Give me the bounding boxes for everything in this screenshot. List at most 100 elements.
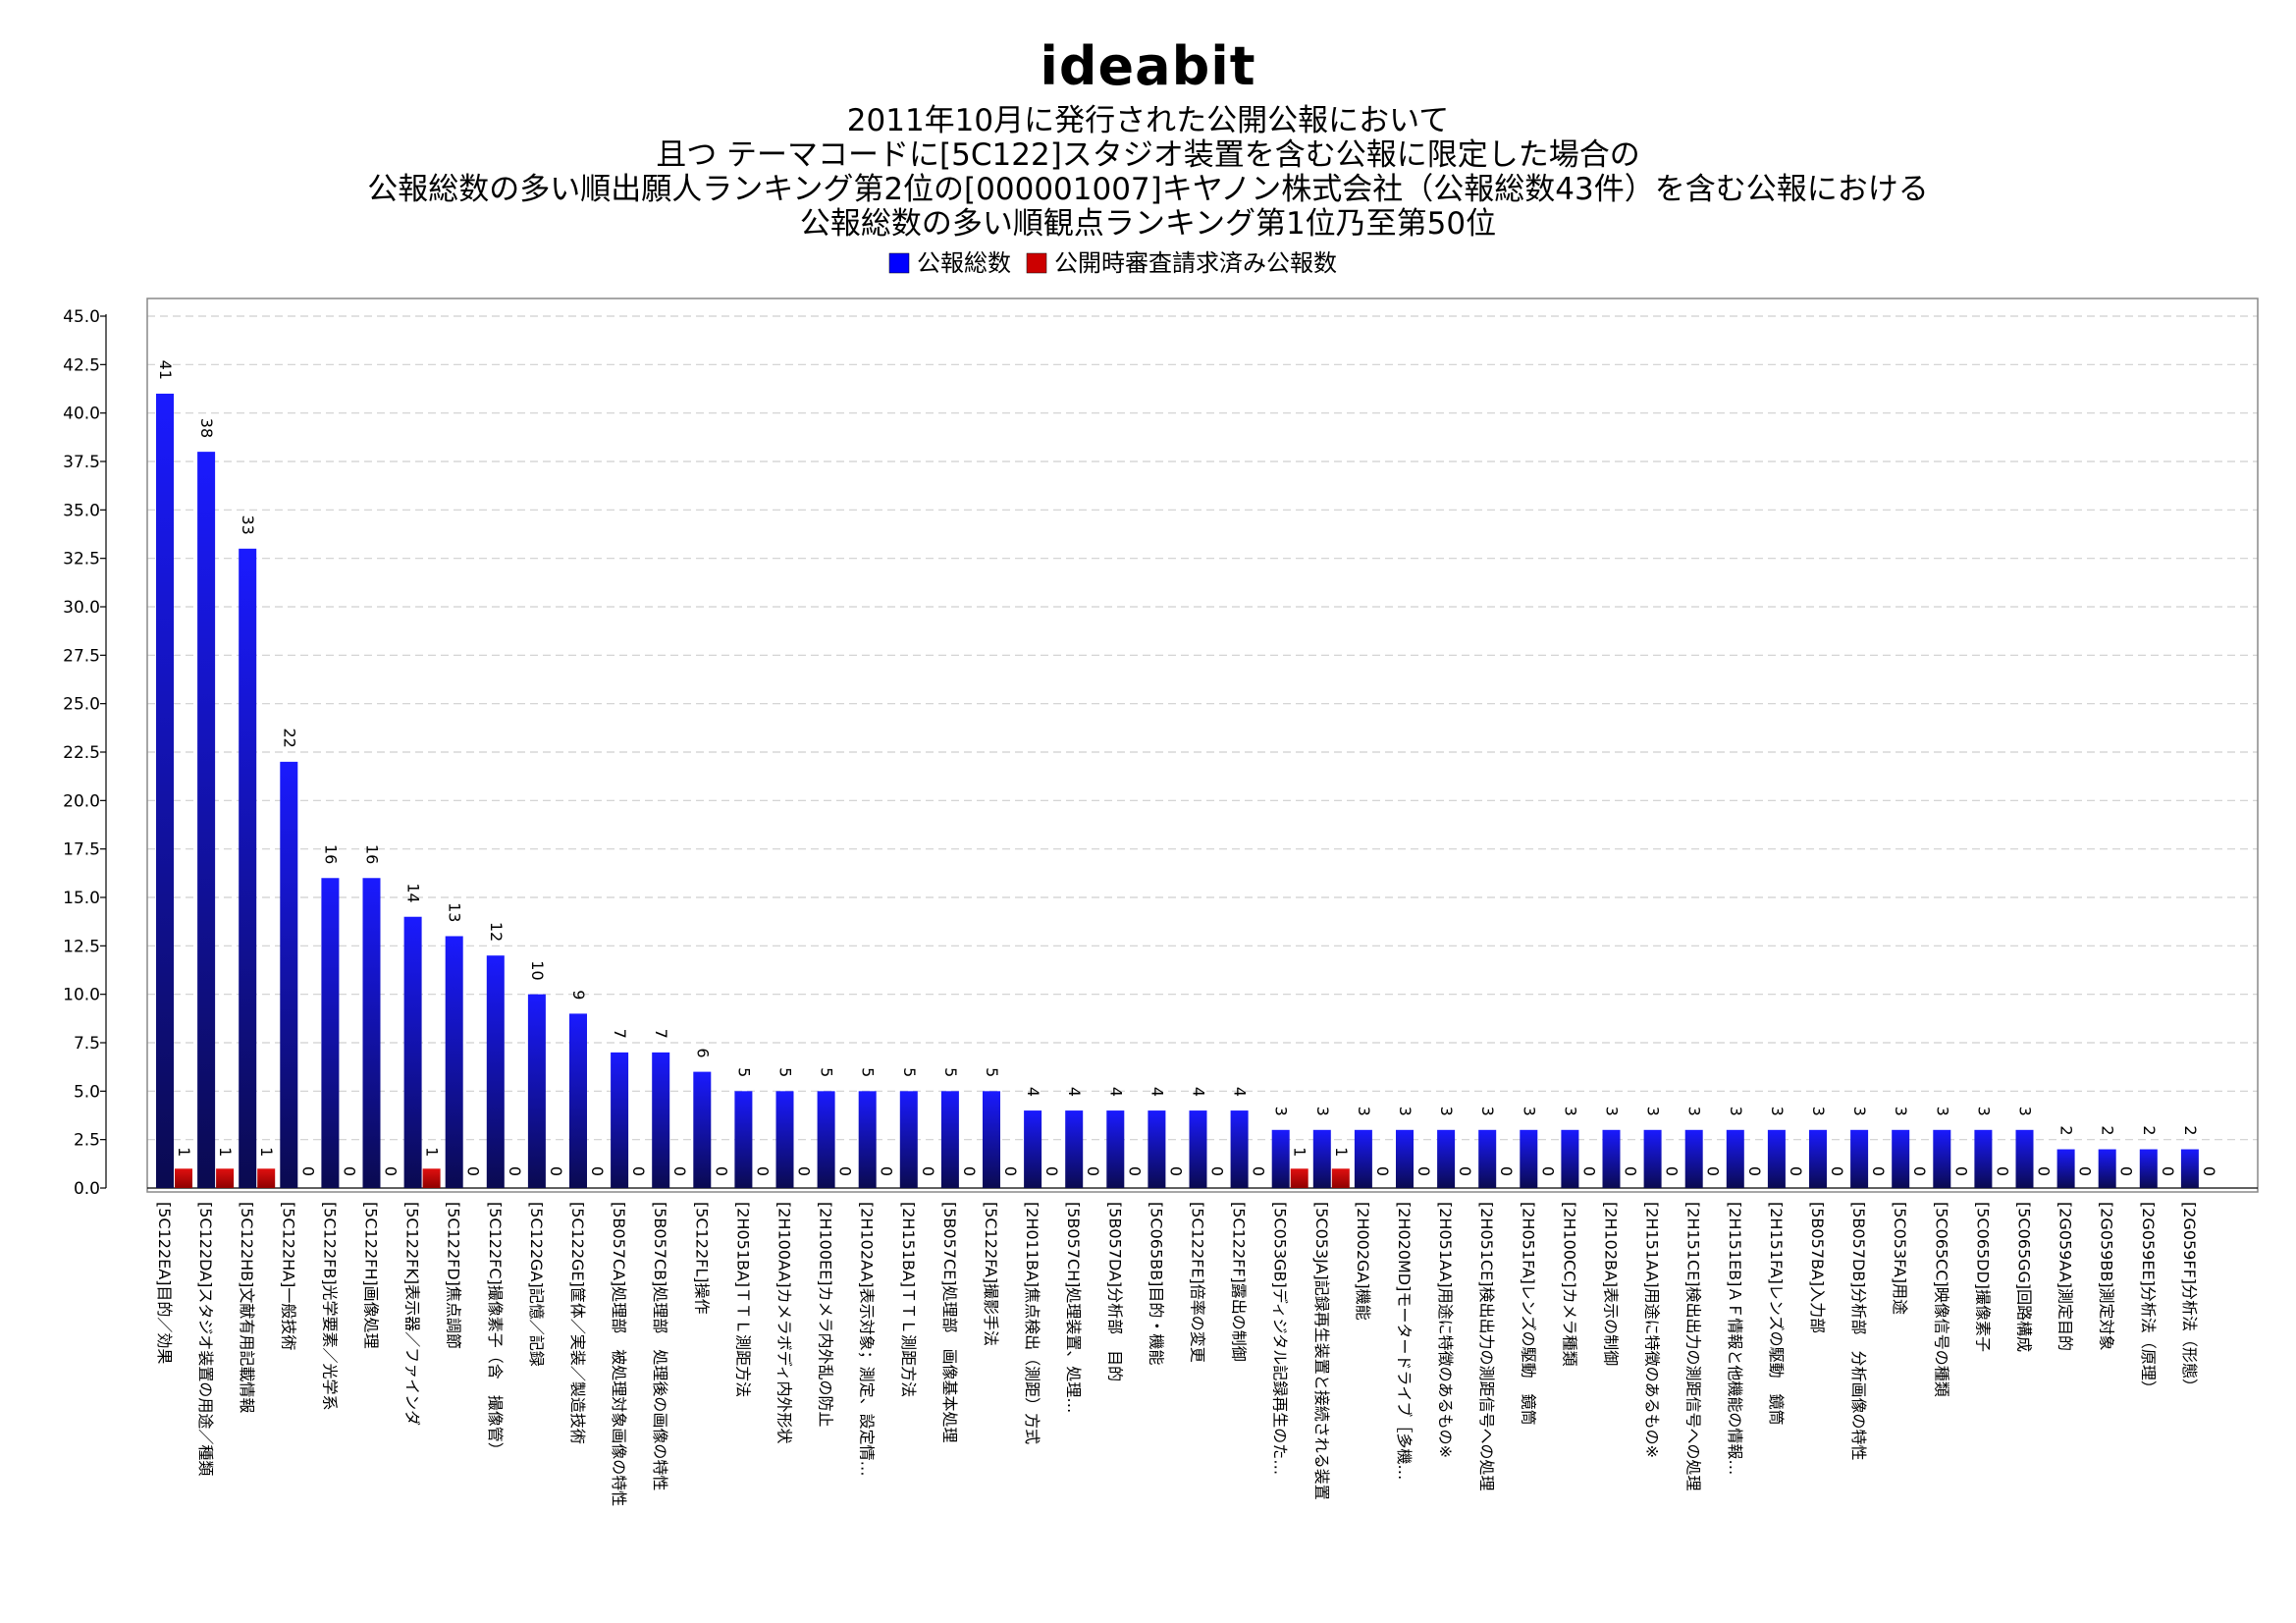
bar-examined-label: 0	[588, 1166, 607, 1176]
y-tick-label: 7.5	[74, 1034, 100, 1054]
x-category-label: [5B057CB]処理部 処理後の画像の特性	[651, 1202, 669, 1490]
x-category-label: [5B057DB]分析部 分析画像の特性	[1849, 1202, 1868, 1460]
x-category-label: [2G059FF]分析法（形態）	[2180, 1202, 2199, 1394]
y-tick-label: 30.0	[63, 598, 100, 618]
x-category-label: [5B057CA]処理部 被処理対象画像の特性	[610, 1202, 628, 1506]
bar-total	[1271, 1129, 1290, 1188]
x-category-label: [5C122FH]画像処理	[362, 1202, 381, 1349]
bar-total	[1809, 1129, 1827, 1188]
bar-total-label: 13	[446, 902, 464, 922]
bar-total-label: 4	[1190, 1087, 1208, 1097]
bar-total	[1478, 1129, 1497, 1188]
bar-total	[239, 548, 257, 1188]
bar-total-label: 7	[652, 1029, 670, 1039]
bar-examined-label: 0	[1910, 1166, 1929, 1176]
bar-total	[1354, 1129, 1372, 1188]
x-category-label: [5C122EA]目的／効果	[155, 1202, 174, 1364]
bar-examined-label: 0	[2076, 1166, 2095, 1176]
y-tick-label: 2.5	[74, 1131, 100, 1151]
bar-total	[817, 1091, 835, 1188]
bar-examined-label: 0	[2117, 1166, 2136, 1176]
bar-examined-label: 1	[216, 1147, 235, 1157]
bar-examined-label: 0	[1745, 1166, 1764, 1176]
x-category-label: [2H100AA]カメラボディ内外形状	[775, 1202, 794, 1443]
bar-total	[1396, 1129, 1414, 1188]
bar-total	[2056, 1149, 2075, 1188]
bar-total-label: 3	[1603, 1107, 1622, 1116]
bar-examined-label: 0	[382, 1166, 400, 1176]
bar-examined-label: 0	[1622, 1166, 1640, 1176]
bar-examined-label: 0	[340, 1166, 358, 1176]
x-category-label: [2H151CE]検出出力の測距信号への処理	[1684, 1202, 1703, 1491]
bar-total-label: 3	[1768, 1107, 1787, 1116]
bar-examined-label: 0	[298, 1166, 317, 1176]
bar-examined-label: 0	[2200, 1166, 2218, 1176]
x-category-label: [2H102AA]表示対象；測定、設定情…	[858, 1202, 877, 1477]
x-category-label: [2H151BA]ＴＴＬ測距方法	[899, 1202, 918, 1397]
x-category-label: [5C122FA]撮影手法	[982, 1202, 1000, 1346]
bar-total-label: 3	[1561, 1107, 1579, 1116]
bar-total	[1684, 1129, 1703, 1188]
bar-examined-label: 1	[257, 1147, 276, 1157]
x-axis-labels: [5C122EA]目的／効果 [5C122DA]スタジオ装置の用途／種類 [5C12…	[155, 1202, 2199, 1506]
x-category-label: [5B057BA]入力部	[1808, 1202, 1827, 1333]
x-category-label: [5C065DD]撮像素子	[1973, 1202, 1992, 1352]
bar-examined-label: 0	[1993, 1166, 2011, 1176]
bar-total-label: 38	[197, 418, 216, 438]
bar-total-label: 3	[1850, 1107, 1869, 1116]
bar-total-label: 3	[1355, 1107, 1373, 1116]
bar-examined-label: 0	[1951, 1166, 1970, 1176]
gridlines	[147, 315, 2258, 1141]
bar-total	[734, 1091, 753, 1188]
legend: 公報総数 公開時審査請求済み公報数	[888, 249, 1337, 277]
x-category-label: [2H051BA]ＴＴＬ測距方法	[733, 1202, 752, 1397]
x-category-label: [5C122GA]記憶／記録	[527, 1202, 546, 1367]
bar-total-label: 4	[1106, 1087, 1125, 1097]
x-category-label: [2G059AA]測定目的	[2056, 1202, 2075, 1351]
bar-total-label: 3	[2016, 1107, 2035, 1116]
x-category-label: [5C053JA]記録再生装置と接続される装置	[1312, 1202, 1331, 1500]
bar-total-label: 3	[1933, 1107, 1951, 1116]
bar-total-label: 4	[1065, 1087, 1084, 1097]
x-category-label: [5C122FD]焦点調節	[445, 1202, 463, 1349]
bar-total-label: 16	[363, 844, 382, 864]
x-category-label: [5B057CH]処理装置、処理…	[1064, 1202, 1083, 1413]
bar-total-label: 5	[859, 1067, 878, 1077]
bar-total	[1520, 1129, 1538, 1188]
bar-total	[2180, 1149, 2199, 1188]
bar-total	[693, 1071, 712, 1188]
bar-total	[1230, 1110, 1249, 1188]
x-category-label: [5C122FC]撮像素子（含 撮像管）	[486, 1202, 505, 1458]
bar-total	[156, 393, 174, 1188]
y-tick-label: 5.0	[74, 1082, 100, 1102]
bar-total	[2098, 1149, 2116, 1188]
plot-area-frame	[146, 298, 2259, 1193]
y-tick-label: 15.0	[63, 889, 100, 908]
bar-examined-label: 0	[1663, 1166, 1682, 1176]
chart-title-line-3: 公報総数の多い順出願人ランキング第2位の[000001007]キヤノン株式会社（…	[367, 172, 1929, 207]
x-category-label: [2H051CE]検出出力の測距信号への処理	[1477, 1202, 1496, 1491]
x-category-label: [5C122FB]光学要素／光学系	[320, 1202, 339, 1411]
bar-total-label: 3	[1809, 1107, 1828, 1116]
y-tick-label: 22.5	[63, 743, 100, 763]
bar-total-label: 22	[280, 729, 298, 748]
bar-total-label: 5	[983, 1067, 1001, 1077]
bar-total	[858, 1091, 877, 1188]
bar-total-label: 2	[2057, 1125, 2076, 1135]
bar-total	[445, 936, 463, 1188]
bar-total	[1437, 1129, 1456, 1188]
bar-total	[983, 1091, 1000, 1188]
bar-examined-label: 0	[1166, 1166, 1185, 1176]
y-tick-label: 20.0	[63, 791, 100, 811]
bar-total	[2015, 1129, 2034, 1188]
bar-examined-label: 0	[629, 1166, 648, 1176]
bar-examined	[175, 1168, 192, 1188]
bar-total	[940, 1091, 959, 1188]
bar-total-label: 3	[1520, 1107, 1538, 1116]
x-category-label: [5C122GE]筐体／実装／製造技術	[568, 1202, 587, 1444]
bar-examined-label: 0	[960, 1166, 979, 1176]
bar-total-label: 16	[321, 844, 340, 864]
x-category-label: [5C053FA]用途	[1891, 1202, 1909, 1315]
bar-total-label: 4	[1231, 1087, 1250, 1097]
x-category-label: [5B057CE]処理部 画像基本処理	[940, 1202, 959, 1442]
